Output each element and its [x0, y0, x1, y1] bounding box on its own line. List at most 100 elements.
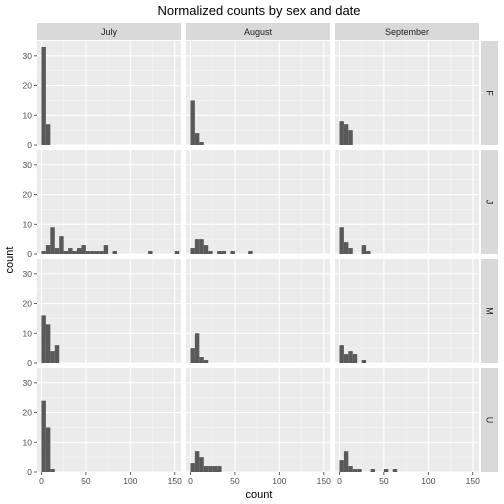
histogram-bar: [348, 248, 352, 254]
y-tick-label: 0: [27, 249, 32, 259]
histogram-bar: [339, 227, 343, 254]
y-tick-label: 30: [23, 378, 33, 388]
panel-m-august: [186, 259, 330, 363]
histogram-bar: [148, 251, 152, 254]
panel-background: [37, 41, 181, 145]
histogram-bar: [393, 469, 397, 472]
y-tick-label: 0: [27, 140, 32, 150]
histogram-bar: [64, 251, 68, 254]
panel-background: [335, 41, 479, 145]
panel-background: [186, 368, 330, 472]
histogram-bar: [195, 451, 199, 472]
histogram-bar: [344, 242, 348, 254]
histogram-bar: [339, 121, 343, 145]
histogram-bar: [95, 251, 99, 254]
histogram-bar: [353, 354, 357, 363]
x-tick-label: 50: [81, 476, 91, 486]
histogram-bar: [50, 351, 54, 363]
panel-m-july: [37, 259, 181, 363]
histogram-bar: [68, 248, 72, 254]
y-tick-label: 0: [27, 358, 32, 368]
histogram-bar: [46, 427, 50, 472]
histogram-bar: [195, 133, 199, 145]
row-strip-label: J: [485, 200, 495, 205]
y-tick-label: 20: [23, 190, 33, 200]
histogram-bar: [190, 248, 194, 254]
histogram-bar: [41, 401, 45, 472]
row-strip-label: F: [485, 90, 495, 96]
histogram-bar: [348, 130, 352, 145]
histogram-bar: [357, 469, 361, 472]
y-tick-label: 30: [23, 269, 33, 279]
facet-panels: July August SeptemberFJMU01020300102030010…: [23, 23, 498, 486]
x-tick-label: 100: [123, 476, 137, 486]
column-strip-label: July: [101, 27, 118, 37]
histogram-bar: [199, 239, 203, 254]
panel-background: [335, 259, 479, 363]
histogram-bar: [344, 124, 348, 145]
histogram-bar: [86, 251, 90, 254]
histogram-bar: [195, 333, 199, 363]
histogram-bar: [208, 466, 212, 472]
histogram-bar: [195, 239, 199, 254]
histogram-bar: [99, 251, 103, 254]
histogram-bar: [362, 360, 366, 363]
histogram-bar: [222, 251, 226, 254]
y-tick-label: 10: [23, 437, 33, 447]
y-tick-label: 10: [23, 328, 33, 338]
x-tick-label: 150: [317, 476, 331, 486]
histogram-bar: [41, 251, 45, 254]
histogram-bar: [217, 251, 221, 254]
histogram-bar: [199, 142, 203, 145]
histogram-bar: [348, 466, 352, 472]
histogram-bar: [190, 463, 194, 472]
histogram-bar: [339, 345, 343, 363]
histogram-bar: [77, 248, 81, 254]
histogram-bar: [46, 124, 50, 145]
panel-f-august: [186, 41, 330, 145]
histogram-bar: [175, 251, 179, 254]
x-tick-label: 100: [272, 476, 286, 486]
histogram-bar: [55, 248, 59, 254]
x-tick-label: 100: [421, 476, 435, 486]
histogram-bar: [199, 457, 203, 472]
histogram-bar: [73, 251, 77, 254]
x-tick-label: 150: [168, 476, 182, 486]
panel-background: [186, 150, 330, 254]
x-tick-label: 50: [230, 476, 240, 486]
histogram-bar: [55, 345, 59, 363]
panel-f-september: [335, 41, 479, 145]
histogram-bar: [204, 245, 208, 254]
histogram-bar: [344, 354, 348, 363]
y-tick-label: 10: [23, 110, 33, 120]
histogram-bar: [113, 251, 117, 254]
column-strip-label: September: [385, 27, 429, 37]
y-tick-label: 10: [23, 219, 33, 229]
panel-f-july: [37, 41, 181, 145]
panel-background: [37, 150, 181, 254]
histogram-bar: [59, 236, 63, 254]
histogram-bar: [204, 360, 208, 363]
histogram-bar: [384, 469, 388, 472]
panel-background: [37, 368, 181, 472]
histogram-bar: [348, 351, 352, 363]
y-tick-label: 30: [23, 51, 33, 61]
x-tick-label: 150: [466, 476, 480, 486]
histogram-bar: [90, 251, 94, 254]
histogram-bar: [81, 245, 85, 254]
histogram-bar: [366, 251, 370, 254]
row-strip-label: M: [485, 307, 495, 315]
x-tick-label: 0: [39, 476, 44, 486]
histogram-bar: [362, 245, 366, 254]
histogram-bar: [190, 348, 194, 363]
histogram-bar: [41, 47, 45, 145]
panel-j-september: [335, 150, 479, 254]
y-tick-label: 20: [23, 81, 33, 91]
y-tick-label: 20: [23, 408, 33, 418]
histogram-bar: [104, 245, 108, 254]
histogram-bar: [339, 460, 343, 472]
panel-j-july: [37, 150, 181, 254]
histogram-bar: [50, 227, 54, 254]
histogram-bar: [46, 324, 50, 363]
histogram-bar: [204, 466, 208, 472]
